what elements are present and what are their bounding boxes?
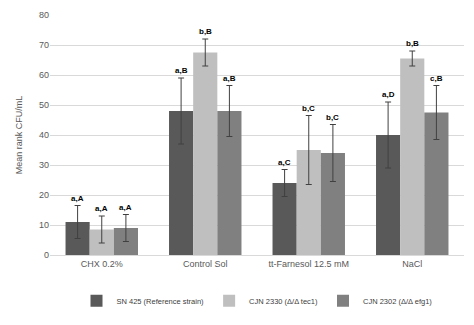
- svg-text:b,B: b,B: [199, 27, 212, 36]
- svg-text:80: 80: [39, 10, 49, 20]
- svg-text:Control Sol: Control Sol: [183, 259, 228, 269]
- svg-text:CHX 0.2%: CHX 0.2%: [81, 259, 123, 269]
- svg-text:c,B: c,B: [430, 74, 443, 83]
- svg-text:b,B: b,B: [406, 39, 419, 48]
- svg-text:40: 40: [39, 130, 49, 140]
- svg-text:a,A: a,A: [119, 203, 132, 212]
- svg-text:tt-Farnesol 12.5 mM: tt-Farnesol 12.5 mM: [268, 259, 349, 269]
- svg-text:NaCl: NaCl: [402, 259, 422, 269]
- svg-text:10: 10: [39, 220, 49, 230]
- svg-text:CJN 2330 (Δ/Δ tec1): CJN 2330 (Δ/Δ tec1): [249, 297, 318, 306]
- svg-text:0: 0: [44, 250, 49, 260]
- svg-text:20: 20: [39, 190, 49, 200]
- svg-text:CJN 2302 (Δ/Δ efg1): CJN 2302 (Δ/Δ efg1): [363, 297, 432, 306]
- svg-text:a,C: a,C: [278, 158, 291, 167]
- svg-text:60: 60: [39, 70, 49, 80]
- svg-text:30: 30: [39, 160, 49, 170]
- svg-text:SN 425 (Reference strain): SN 425 (Reference strain): [117, 297, 205, 306]
- svg-text:a,A: a,A: [71, 194, 84, 203]
- svg-text:b,C: b,C: [326, 113, 339, 122]
- svg-text:50: 50: [39, 100, 49, 110]
- svg-text:a,B: a,B: [175, 66, 188, 75]
- svg-text:Mean rank CFU/mL: Mean rank CFU/mL: [14, 96, 24, 175]
- svg-text:b,C: b,C: [302, 104, 315, 113]
- svg-text:70: 70: [39, 40, 49, 50]
- svg-text:a,A: a,A: [95, 204, 108, 213]
- svg-text:a,B: a,B: [223, 74, 236, 83]
- svg-text:a,D: a,D: [382, 90, 395, 99]
